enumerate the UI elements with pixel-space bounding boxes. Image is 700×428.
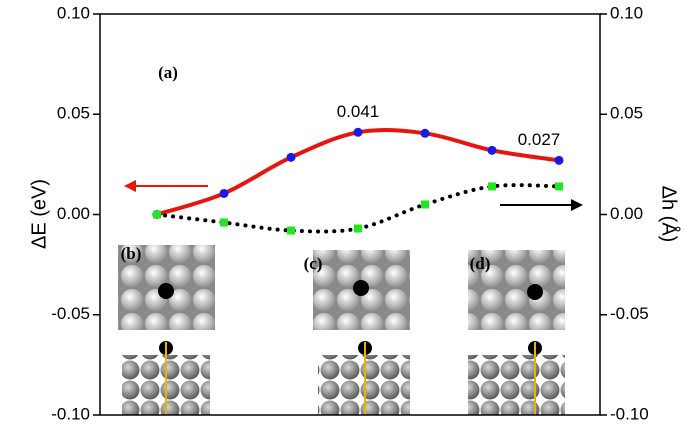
point bbox=[488, 182, 496, 191]
value-label: 0.041 bbox=[337, 102, 380, 121]
point bbox=[286, 152, 296, 162]
insets bbox=[118, 245, 565, 415]
point bbox=[555, 182, 563, 191]
side-view bbox=[468, 355, 565, 415]
point bbox=[287, 226, 295, 235]
panel-label: (a) bbox=[158, 63, 178, 82]
arrow-head bbox=[124, 180, 136, 192]
point bbox=[219, 188, 229, 198]
y2-tick-label: 0.05 bbox=[610, 104, 643, 123]
panel-label: (b) bbox=[121, 244, 142, 263]
arrows bbox=[124, 180, 583, 211]
point bbox=[554, 155, 564, 165]
y2-axis-label: Δh (Å) bbox=[658, 186, 681, 243]
top-view bbox=[468, 250, 565, 330]
y2-tick-label: 0.10 bbox=[610, 3, 643, 22]
y2-tick-label: -0.10 bbox=[610, 404, 649, 423]
atom bbox=[353, 280, 369, 296]
y2-tick-label: 0.00 bbox=[610, 204, 643, 223]
y-tick-label: 0.05 bbox=[57, 104, 90, 123]
y-tick-label: -0.05 bbox=[51, 304, 90, 323]
atom bbox=[527, 284, 543, 300]
point bbox=[220, 218, 228, 227]
y-tick-label: 0.10 bbox=[57, 3, 90, 22]
panel-label: (c) bbox=[304, 254, 323, 273]
point bbox=[153, 210, 161, 219]
panel-label: (d) bbox=[470, 254, 491, 273]
point bbox=[421, 200, 429, 209]
y-axis-label: ΔE (eV) bbox=[28, 179, 50, 249]
y2-tick-label: -0.05 bbox=[610, 304, 649, 323]
point bbox=[353, 127, 363, 137]
point bbox=[420, 128, 430, 138]
point bbox=[354, 224, 362, 233]
y-tick-label: -0.10 bbox=[51, 404, 90, 423]
arrow-head bbox=[571, 199, 583, 211]
value-label: 0.027 bbox=[518, 130, 561, 149]
atom bbox=[158, 283, 174, 299]
y-tick-label: 0.00 bbox=[57, 204, 90, 223]
series-line bbox=[155, 128, 561, 217]
point bbox=[487, 145, 497, 155]
